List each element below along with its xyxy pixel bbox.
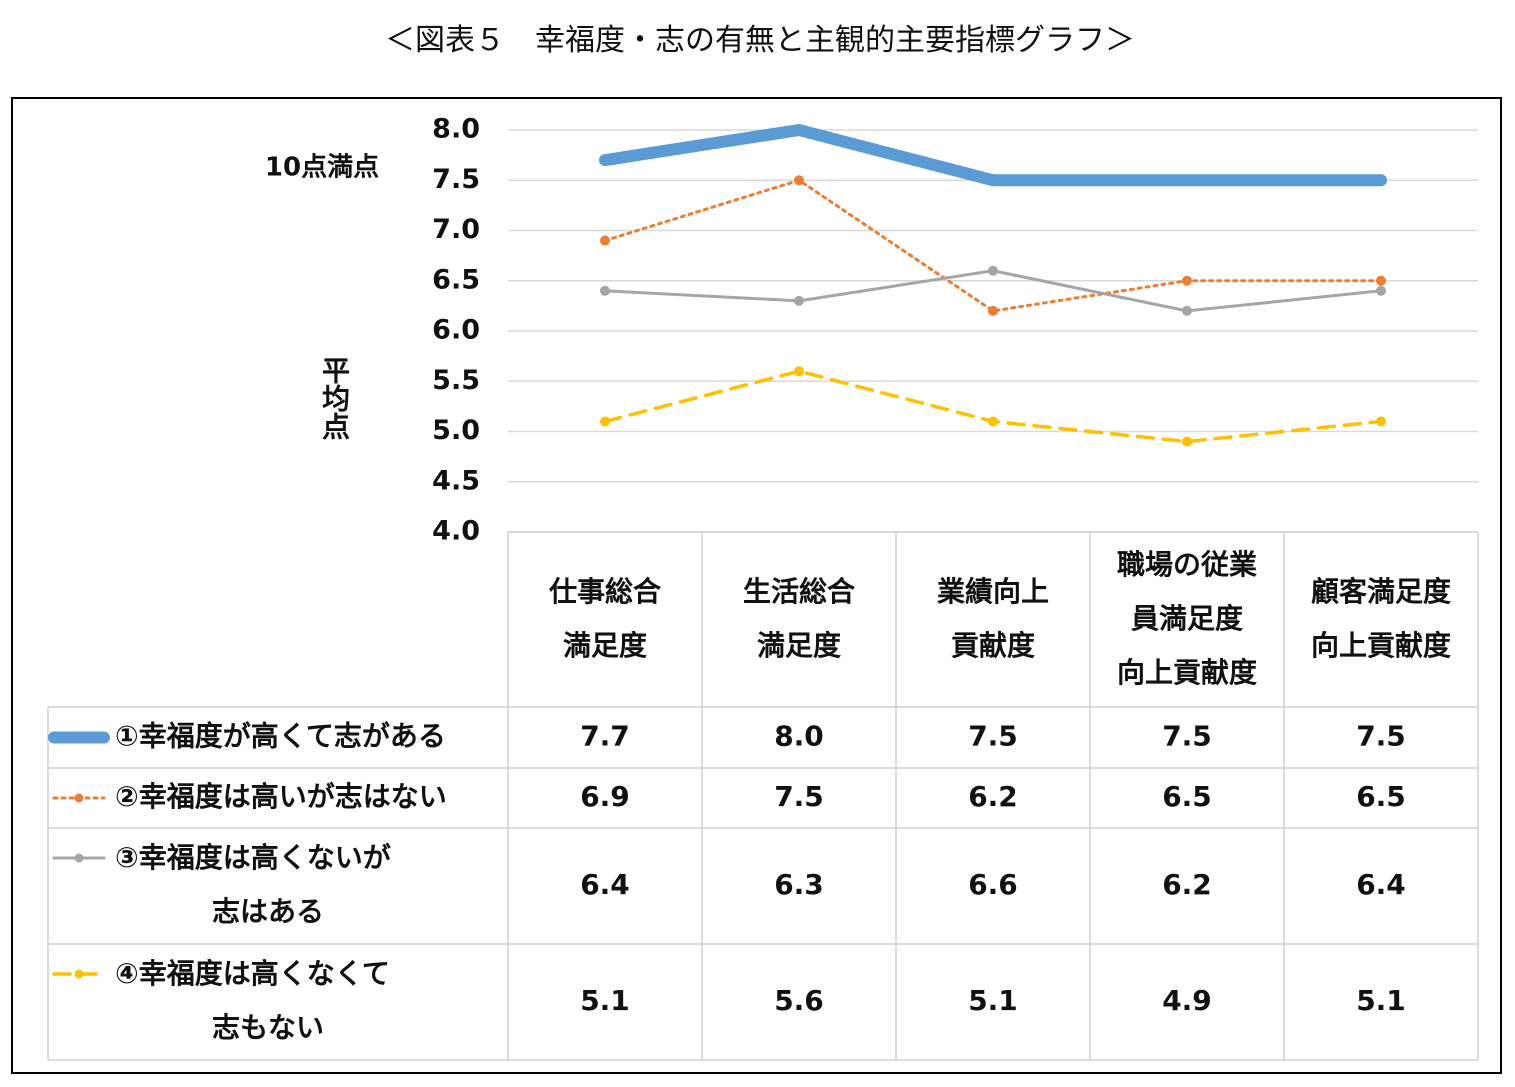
data-label: 5.1 — [1356, 984, 1406, 1017]
x-tick-label: 生活総合満足度 — [743, 575, 856, 662]
frame — [11, 97, 1502, 1074]
legend-marker — [74, 793, 84, 803]
data-label: 6.5 — [1162, 780, 1212, 813]
point — [600, 235, 610, 246]
x-tick-label: 顧客満足度向上貢献度 — [1311, 575, 1451, 662]
point — [794, 295, 804, 306]
point — [1376, 275, 1386, 286]
data-label: 5.6 — [774, 984, 824, 1017]
data-label: 6.4 — [1356, 868, 1406, 901]
y-axis-label: 平均点 — [318, 356, 351, 440]
chart-title: ＜図表５ 幸福度・志の有無と主観的主要指標グラフ＞ — [385, 23, 1135, 58]
data-label: 6.9 — [580, 780, 630, 813]
series-line — [603, 269, 1383, 313]
data-label: 6.5 — [1356, 780, 1406, 813]
y-tick-label: 8.0 — [432, 114, 480, 145]
point — [988, 416, 998, 427]
data-label: 7.7 — [580, 720, 630, 753]
point — [1182, 275, 1192, 286]
point — [1376, 285, 1386, 296]
series-line — [599, 124, 1387, 187]
legend-marker — [74, 969, 84, 979]
point — [1376, 416, 1386, 427]
data-label: 6.2 — [968, 780, 1018, 813]
data-label: 7.5 — [1356, 720, 1406, 753]
x-tick-label: 仕事総合満足度 — [548, 575, 662, 662]
data-label: 5.1 — [968, 984, 1018, 1017]
data-label: 7.5 — [1162, 720, 1212, 753]
data-label: 6.4 — [580, 868, 630, 901]
point — [600, 285, 610, 296]
data-label: 7.5 — [774, 780, 824, 813]
data-label: 7.5 — [968, 720, 1018, 753]
y-tick-label: 6.5 — [432, 264, 480, 295]
data-label: 6.3 — [774, 868, 824, 901]
point — [988, 265, 998, 276]
legend-label: ③幸福度は高くないが志はある — [115, 841, 391, 928]
y-tick-label: 6.0 — [432, 315, 480, 346]
x-tick-label: 業績向上貢献度 — [937, 575, 1049, 662]
point — [794, 366, 804, 377]
data-label: 8.0 — [774, 720, 824, 753]
x-tick-label: 職場の従業員満足度向上貢献度 — [1117, 548, 1257, 689]
y-tick-label: 4.0 — [432, 516, 480, 547]
point — [600, 416, 610, 427]
legend-label: ④幸福度は高くなくて志もない — [115, 957, 390, 1044]
legend-label: ②幸福度は高いが志はない — [115, 780, 447, 813]
data-label: 6.6 — [968, 868, 1018, 901]
y-tick-label: 7.0 — [432, 214, 480, 245]
point — [794, 175, 804, 186]
series-line — [603, 178, 1383, 313]
y-tick-label: 7.5 — [432, 164, 480, 195]
legend-label: ①幸福度が高くて志がある — [115, 720, 446, 753]
note: 10点満点 — [265, 152, 379, 183]
data-label: 6.2 — [1162, 868, 1212, 901]
legend-marker — [74, 853, 84, 863]
data-label: 5.1 — [580, 984, 630, 1017]
y-tick-label: 4.5 — [432, 465, 480, 496]
y-tick-label: 5.5 — [432, 365, 480, 396]
y-tick-label: 5.0 — [432, 415, 480, 446]
data-label: 4.9 — [1162, 984, 1212, 1017]
point — [1182, 305, 1192, 316]
point — [988, 305, 998, 316]
point — [1182, 436, 1192, 447]
